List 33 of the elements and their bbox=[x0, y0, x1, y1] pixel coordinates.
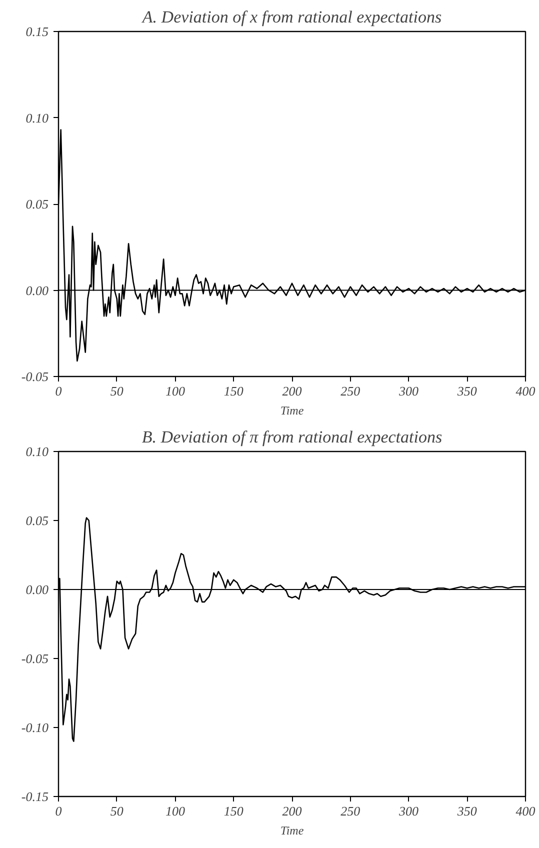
x-axis-title: Time bbox=[280, 404, 304, 418]
x-tick-label: 200 bbox=[282, 384, 302, 398]
x-tick-label: 50 bbox=[110, 384, 124, 398]
x-tick-label: 400 bbox=[516, 384, 536, 398]
x-tick-label: 400 bbox=[516, 804, 536, 818]
x-tick-label: 150 bbox=[224, 384, 244, 398]
x-tick-label: 350 bbox=[456, 804, 478, 818]
y-tick-label: 0.05 bbox=[26, 196, 49, 212]
chart-title: B. Deviation of π from rational expectations bbox=[142, 428, 442, 446]
y-tick-label: 0.10 bbox=[26, 110, 49, 126]
x-tick-label: 250 bbox=[340, 804, 361, 818]
x-tick-label: 200 bbox=[282, 804, 302, 818]
y-tick-label: 0.00 bbox=[26, 582, 49, 597]
x-tick-label: 0 bbox=[55, 384, 62, 398]
y-tick-label: 0.15 bbox=[26, 24, 49, 39]
x-tick-label: 100 bbox=[166, 384, 186, 398]
x-tick-label: 300 bbox=[398, 804, 419, 818]
x-axis-title: Time bbox=[280, 824, 304, 838]
y-tick-label: 0.05 bbox=[26, 513, 49, 528]
x-tick-label: 100 bbox=[166, 804, 186, 818]
y-tick-label: 0.00 bbox=[26, 282, 49, 298]
chart-title: A. Deviation of x from rational expectations bbox=[141, 8, 442, 26]
y-tick-label: -0.15 bbox=[21, 789, 49, 804]
x-tick-label: 300 bbox=[398, 384, 419, 398]
x-tick-label: 50 bbox=[110, 804, 124, 818]
x-tick-label: 0 bbox=[55, 804, 62, 818]
y-tick-label: -0.05 bbox=[21, 369, 49, 384]
y-tick-label: 0.10 bbox=[26, 444, 49, 459]
y-tick-label: -0.05 bbox=[21, 651, 49, 666]
x-tick-label: 250 bbox=[340, 384, 361, 398]
x-tick-label: 150 bbox=[224, 804, 244, 818]
x-tick-label: 350 bbox=[456, 384, 478, 398]
y-tick-label: -0.10 bbox=[21, 720, 49, 735]
